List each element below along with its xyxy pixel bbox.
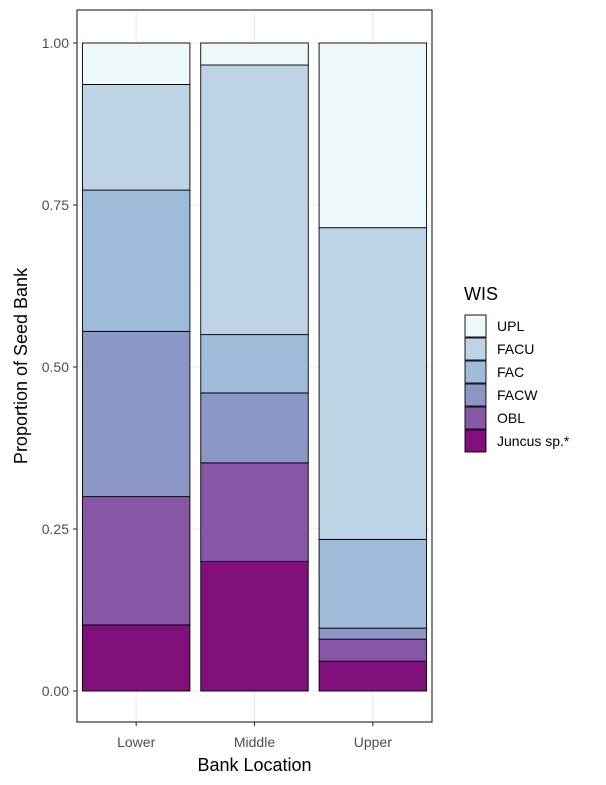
y-axis-title: Proportion of Seed Bank xyxy=(11,267,31,464)
bar-segment-lower-fac xyxy=(81,189,191,332)
legend-label: UPL xyxy=(497,318,524,334)
y-tick-label: 0.50 xyxy=(42,359,69,375)
x-axis: Lower Middle Upper xyxy=(117,722,392,750)
legend-label: FACU xyxy=(497,341,534,357)
legend-key-facu xyxy=(464,337,487,361)
bar-segment-lower-obl xyxy=(81,496,191,626)
legend-label: Juncus sp.* xyxy=(497,433,570,449)
bar-segment-lower-upl xyxy=(81,42,191,85)
bar-segment-middle-facu xyxy=(200,64,309,336)
bar-segment-middle-fac xyxy=(200,334,309,394)
bar-segment-middle-obl xyxy=(200,462,309,562)
legend-label: FACW xyxy=(497,387,538,403)
bar-segment-middle-facw xyxy=(200,392,309,464)
bars xyxy=(81,42,428,692)
bar-segment-lower-facw xyxy=(81,330,191,498)
y-axis: 0.00 0.25 0.50 0.75 1.00 xyxy=(42,35,77,699)
legend-key-fac xyxy=(464,360,487,384)
legend-key-obl xyxy=(464,406,487,430)
x-axis-title: Bank Location xyxy=(197,755,311,775)
bar-segment-lower-juncus-sp xyxy=(81,624,191,692)
bar-segment-upper-juncus-sp xyxy=(318,660,428,692)
x-tick-label-upper: Upper xyxy=(354,734,392,750)
legend-label: FAC xyxy=(497,364,524,380)
legend-key-facw xyxy=(464,383,487,407)
legend: WIS UPL FACU FAC FACW OBL Juncus sp.* xyxy=(464,284,570,453)
y-tick-label: 0.25 xyxy=(42,521,69,537)
legend-label: OBL xyxy=(497,410,525,426)
legend-key-upl xyxy=(464,314,487,338)
bar-segment-middle-upl xyxy=(200,42,309,66)
y-tick-label: 0.00 xyxy=(42,683,69,699)
bar-segment-lower-facu xyxy=(81,84,191,191)
y-tick-label: 0.75 xyxy=(42,197,69,213)
y-tick-label: 1.00 xyxy=(42,35,69,51)
bar-segment-upper-facu xyxy=(318,227,428,540)
bar-segment-upper-upl xyxy=(318,42,428,229)
bar-segment-upper-obl xyxy=(318,638,428,662)
legend-title: WIS xyxy=(464,284,498,304)
bar-segment-upper-facw xyxy=(318,627,428,640)
legend-key-juncus-sp xyxy=(464,429,487,453)
bar-segment-upper-fac xyxy=(318,538,428,629)
x-tick-label-lower: Lower xyxy=(117,734,155,750)
bar-segment-middle-juncus-sp xyxy=(200,560,309,692)
x-tick-label-middle: Middle xyxy=(234,734,275,750)
